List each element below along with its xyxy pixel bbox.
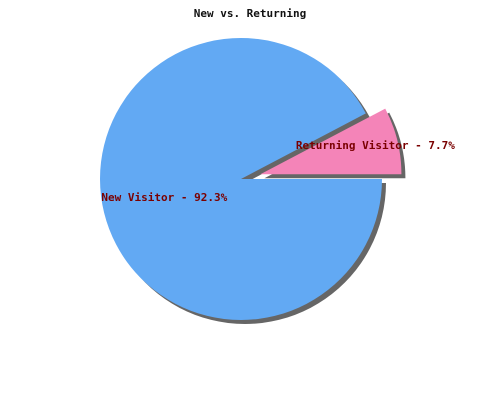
slice-labels: New Visitor - 92.3% Returning Visitor - 7… xyxy=(101,139,455,204)
slice-new-visitor xyxy=(99,37,382,320)
slice-label-returning-visitor: Returning Visitor - 7.7% xyxy=(296,139,455,152)
slice-label-new-visitor: New Visitor - 92.3% xyxy=(101,191,227,204)
slice-returning-visitor xyxy=(260,108,402,175)
chart-title: New vs. Returning xyxy=(194,7,307,20)
pie-slices xyxy=(99,37,402,320)
